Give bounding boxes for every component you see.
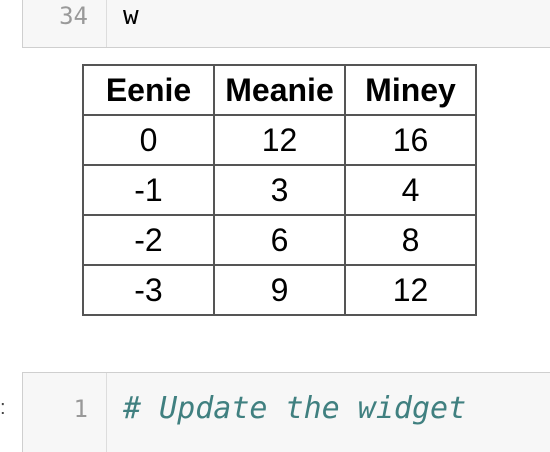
table-row: -1 3 4 — [82, 164, 477, 216]
line-number: 34 — [23, 0, 107, 47]
table-row: 0 12 16 — [82, 114, 477, 166]
table-cell: 0 — [82, 114, 215, 166]
table-row: -3 9 12 — [82, 264, 477, 316]
table-cell: -3 — [82, 264, 215, 316]
cell-prompt-marker: : — [0, 394, 4, 422]
table-cell: 12 — [344, 264, 477, 316]
table-cell: 8 — [344, 214, 477, 266]
code-cell-top[interactable]: 34 w — [22, 0, 550, 48]
code-cell-bottom[interactable]: 1 # Update the widget — [22, 372, 550, 452]
table-cell: 12 — [213, 114, 346, 166]
table-cell: 9 — [213, 264, 346, 316]
code-comment-line[interactable]: # Update the widget — [123, 391, 467, 426]
table-row: -2 6 8 — [82, 214, 477, 266]
table-header-row: Eenie Meanie Miney — [82, 64, 477, 116]
table-cell: 4 — [344, 164, 477, 216]
column-header-meanie: Meanie — [213, 64, 346, 116]
column-header-eenie: Eenie — [82, 64, 215, 116]
output-table: Eenie Meanie Miney 0 12 16 -1 3 4 -2 6 8… — [82, 64, 477, 316]
table-cell: -1 — [82, 164, 215, 216]
table-cell: 6 — [213, 214, 346, 266]
table-cell: -2 — [82, 214, 215, 266]
table-cell: 3 — [213, 164, 346, 216]
line-number: 1 — [23, 373, 107, 452]
code-line[interactable]: w — [123, 1, 139, 31]
table-cell: 16 — [344, 114, 477, 166]
column-header-miney: Miney — [344, 64, 477, 116]
